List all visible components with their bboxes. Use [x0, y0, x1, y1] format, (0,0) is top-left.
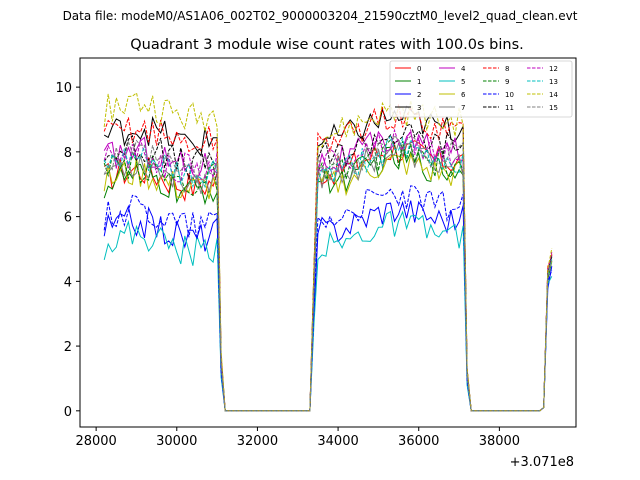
series-line-14 — [103, 92, 553, 412]
legend-label-11: 11 — [505, 104, 514, 112]
chart-suptitle: Data file: modeM0/AS1A06_002T02_90000032… — [63, 9, 578, 23]
legend-label-8: 8 — [505, 65, 509, 73]
axes-frame — [79, 57, 577, 428]
x-tick-label: 30000 — [156, 434, 197, 449]
plot-area — [103, 92, 553, 412]
y-tick-label: 2 — [64, 340, 72, 355]
series-line-6 — [103, 152, 553, 412]
legend-label-0: 0 — [417, 65, 421, 73]
chart-title: Quadrant 3 module wise count rates with … — [130, 37, 524, 53]
y-tick-label: 0 — [64, 405, 72, 420]
series-line-2 — [103, 200, 553, 412]
legend-label-15: 15 — [549, 104, 558, 112]
y-tick-label: 6 — [64, 211, 72, 226]
legend-label-4: 4 — [461, 65, 466, 73]
legend-label-14: 14 — [549, 91, 558, 99]
x-tick-label: 28000 — [75, 434, 116, 449]
legend-label-1: 1 — [417, 78, 421, 86]
y-axis: 0 2 4 6 8 10 — [55, 81, 80, 420]
x-tick-label: 38000 — [479, 434, 520, 449]
series-line-11 — [103, 123, 553, 412]
legend-label-2: 2 — [417, 91, 421, 99]
y-tick-label: 8 — [64, 146, 72, 161]
legend-label-7: 7 — [461, 104, 465, 112]
x-tick-label: 36000 — [398, 434, 439, 449]
series-line-12 — [103, 128, 553, 412]
legend-label-13: 13 — [549, 78, 558, 86]
x-tick-label: 32000 — [237, 434, 278, 449]
legend-label-10: 10 — [505, 91, 514, 99]
x-axis: 28000 30000 32000 34000 36000 38000 — [75, 427, 520, 449]
legend-label-6: 6 — [461, 91, 466, 99]
legend-label-5: 5 — [461, 78, 465, 86]
series-line-5 — [103, 210, 553, 412]
series-line-15 — [103, 134, 553, 412]
legend-label-9: 9 — [505, 78, 509, 86]
x-tick-label: 34000 — [317, 434, 358, 449]
legend-box — [389, 60, 573, 118]
legend-label-3: 3 — [417, 104, 421, 112]
y-tick-label: 10 — [55, 81, 72, 96]
x-offset-label: +3.071e8 — [510, 455, 574, 470]
legend-label-12: 12 — [549, 65, 558, 73]
y-tick-label: 4 — [64, 275, 72, 290]
series-line-1 — [103, 146, 553, 412]
series-line-10 — [103, 185, 553, 412]
